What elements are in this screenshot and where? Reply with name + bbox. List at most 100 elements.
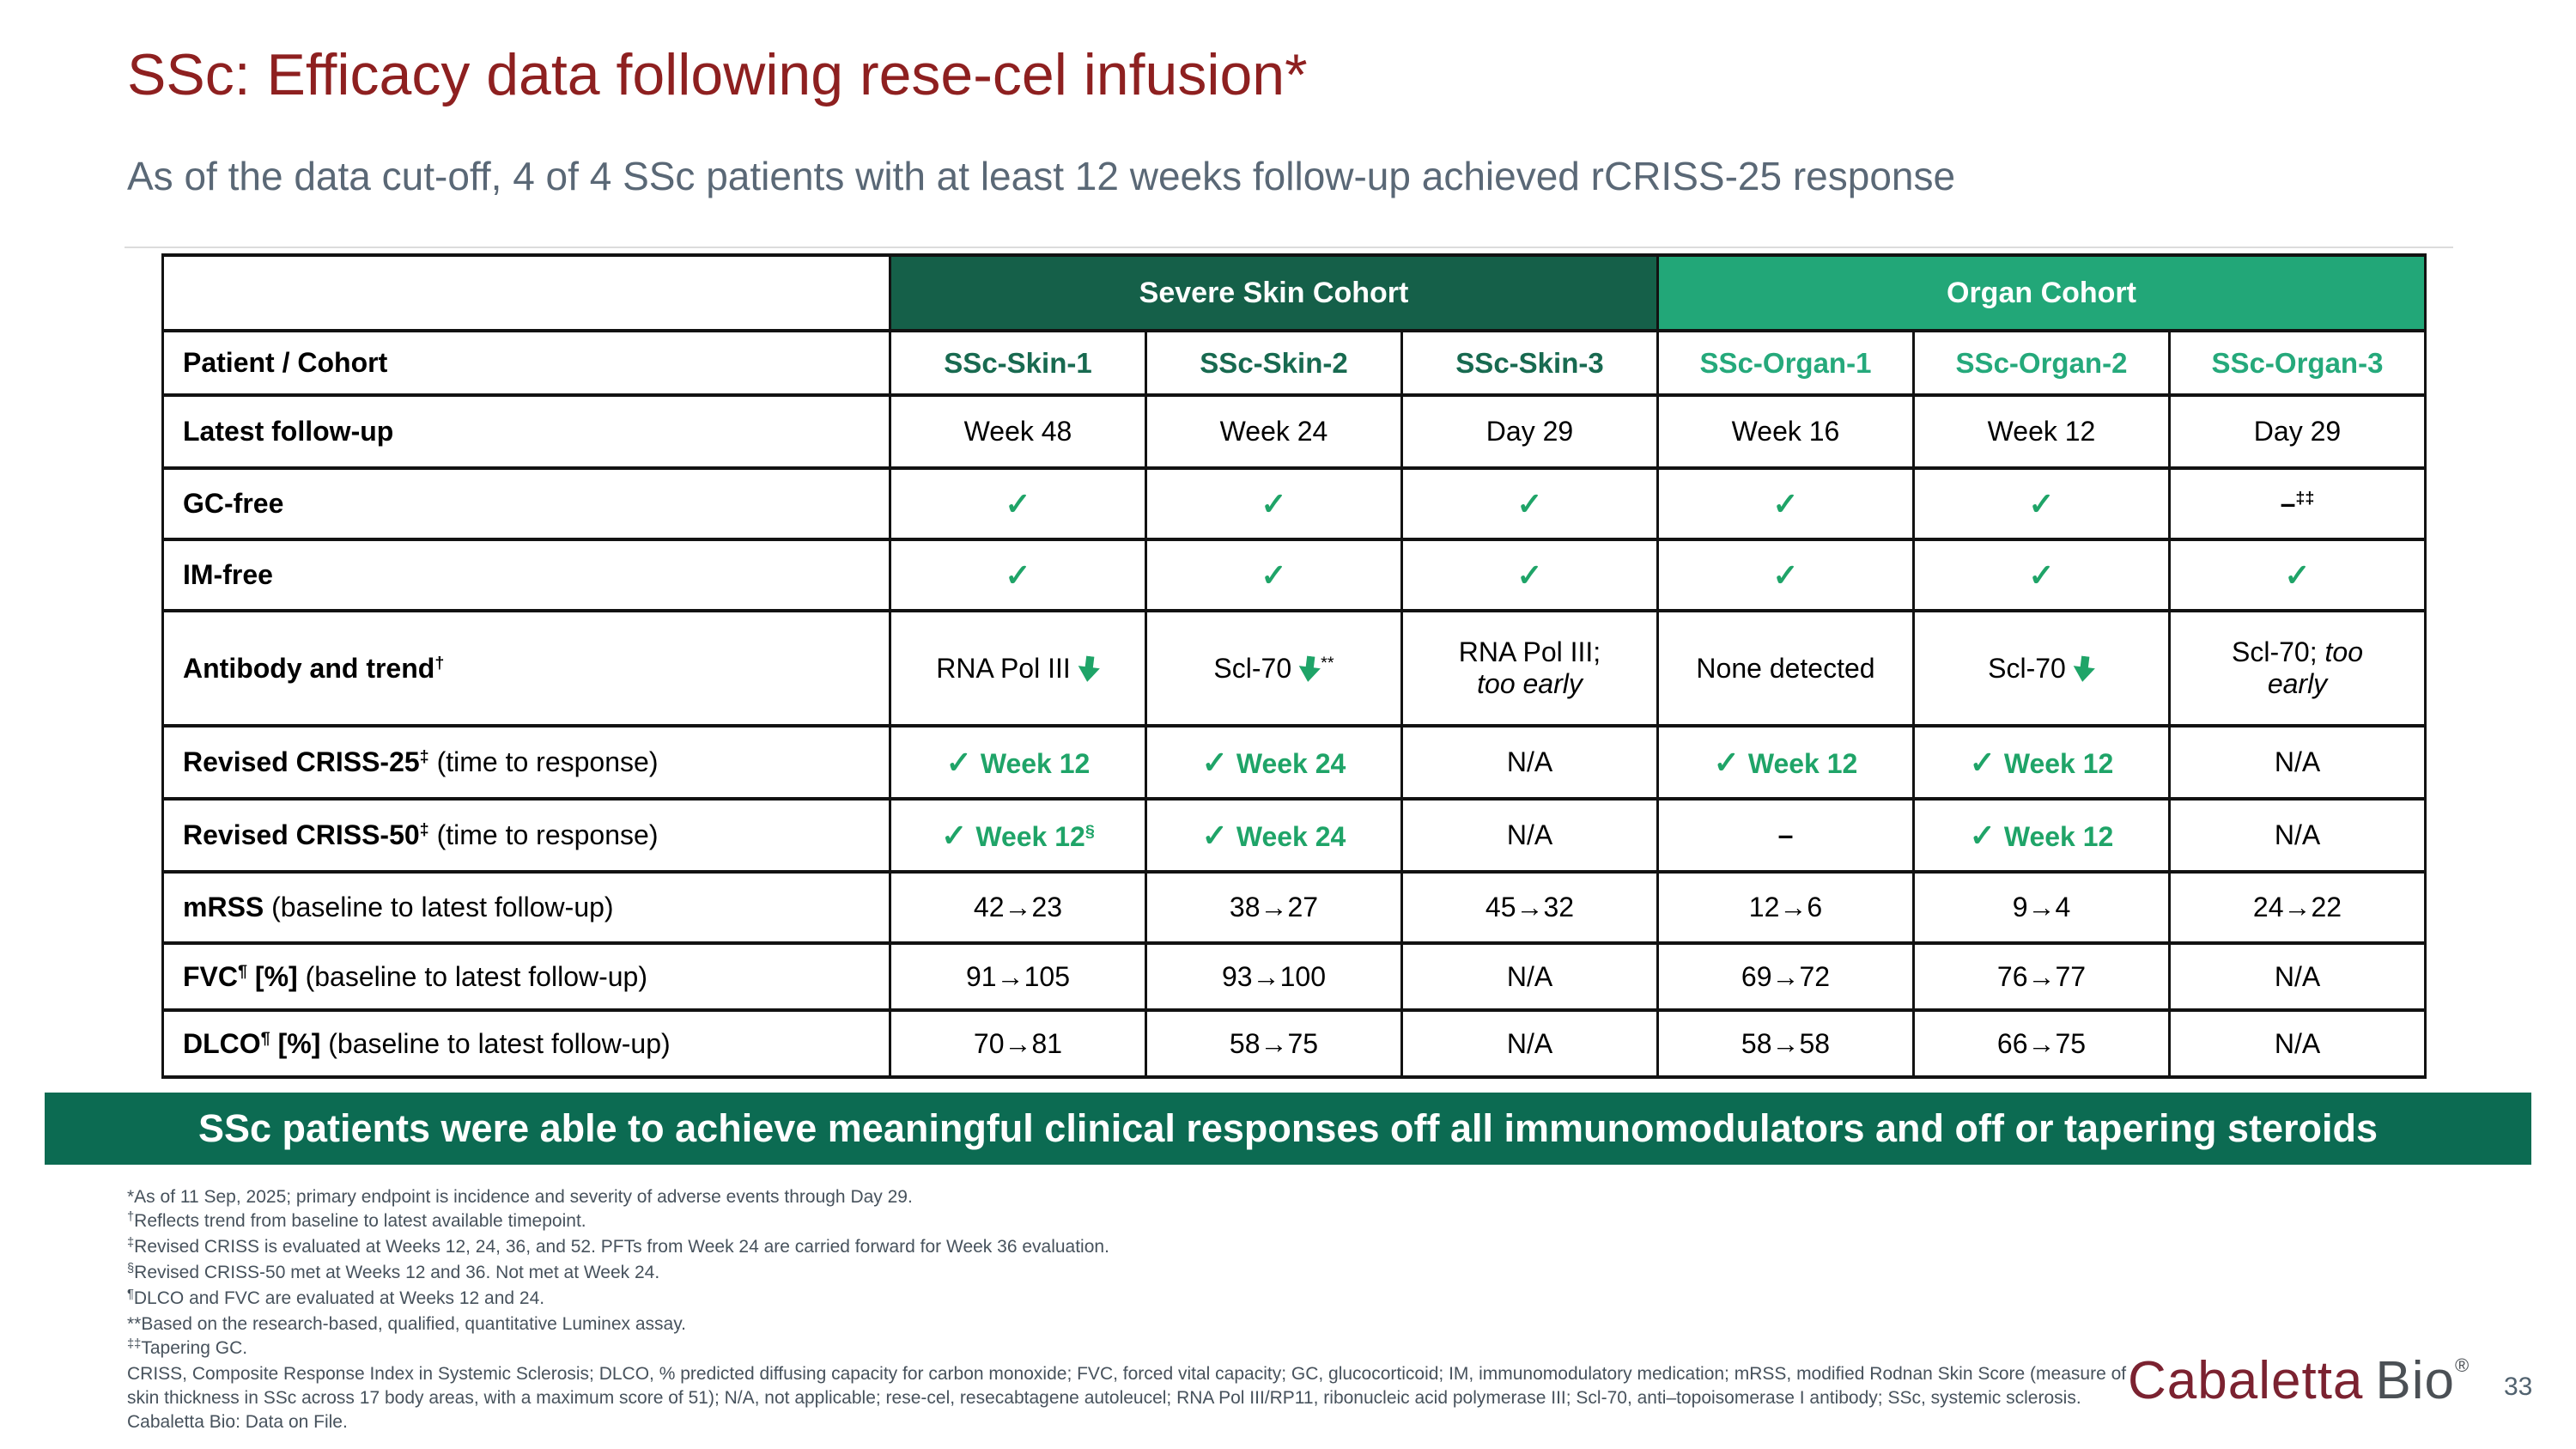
check-icon: ✓: [1969, 744, 2004, 780]
row-dlco: DLCO¶ [%] (baseline to latest follow-up)…: [161, 1008, 2427, 1079]
cabaletta-bio-logo: Cabaletta Bio®: [2128, 1350, 2470, 1411]
cell-latest-follow-up-col4: Week 16: [1656, 393, 1915, 470]
cell-im-free-col3: ✓: [1400, 538, 1659, 612]
column-header: SSc-Organ-3: [2211, 346, 2384, 379]
cell-revised-criss-50-col6: N/A: [2168, 797, 2427, 874]
cell-patient-cohort-col1: SSc-Skin-1: [889, 329, 1147, 397]
cell-line: too early: [1404, 668, 1656, 700]
footnote-symbol: §: [127, 1262, 135, 1276]
cell-dlco-col2: 58→75: [1145, 1008, 1403, 1079]
cell-dlco-col6: N/A: [2168, 1008, 2427, 1079]
dash-value: –: [1777, 819, 1794, 850]
cell-latest-follow-up-col2: Week 24: [1145, 393, 1403, 470]
cell-value: 93→100: [1222, 960, 1326, 992]
cell-line: early: [2172, 668, 2423, 700]
cell-im-free-col2: ✓: [1145, 538, 1403, 612]
check-icon: ✓: [1201, 817, 1236, 853]
footnote-text: Reflects trend from baseline to latest a…: [134, 1211, 586, 1231]
cell-latest-follow-up-col3: Day 29: [1400, 393, 1659, 470]
footnote-9: Cabaletta Bio: Data on File.: [127, 1410, 2136, 1434]
check-icon: ✓: [1713, 744, 1748, 780]
check-icon: ✓: [1261, 557, 1287, 593]
cell-latest-follow-up-col5: Week 12: [1912, 393, 2171, 470]
cell-revised-criss-25-col6: N/A: [2168, 724, 2427, 801]
page-number: 33: [2504, 1373, 2533, 1401]
column-header: SSc-Organ-2: [1955, 346, 2128, 379]
cell-gc-free-col3: ✓: [1400, 466, 1659, 541]
cell-value: 24→22: [2252, 892, 2342, 922]
check-icon: ✓: [1516, 485, 1543, 521]
row-label-text: GC-free: [183, 488, 284, 519]
row-label-text: Antibody and trend: [183, 652, 435, 684]
cell-value: 45→32: [1485, 892, 1575, 922]
row-im-free: IM-free ✓ ✓ ✓ ✓ ✓ ✓: [161, 538, 2427, 612]
row-revised-criss-50: Revised CRISS-50‡ (time to response) ✓ We…: [161, 797, 2427, 874]
cell-antibody-trend-col5: Scl-70: [1912, 609, 2171, 728]
trend-down-icon: [1078, 655, 1100, 682]
cell-im-free-col4: ✓: [1656, 538, 1915, 612]
na-value: N/A: [2274, 960, 2321, 992]
row-label-revised-criss-25: Revised CRISS-25‡ (time to response): [161, 724, 891, 801]
cell-value: 91→105: [966, 960, 1070, 992]
footnote-text: Revised CRISS is evaluated at Weeks 12, …: [134, 1237, 1109, 1257]
response-week: Week 12: [2003, 747, 2114, 779]
cell-fvc-col6: N/A: [2168, 941, 2427, 1012]
cohort-header-severe-skin-cohort: Severe Skin Cohort: [889, 253, 1659, 332]
cohort-header-row: Severe Skin Cohort Organ Cohort: [161, 253, 2427, 332]
row-label-suffix: (baseline to latest follow-up): [320, 1027, 671, 1059]
row-latest-follow-up: Latest follow-up Week 48 Week 24 Day 29 Week…: [161, 393, 2427, 470]
cell-antibody-trend-col1: RNA Pol III: [889, 609, 1147, 728]
row-label-fvc: FVC¶ [%] (baseline to latest follow-up): [161, 941, 891, 1012]
cell-dlco-col3: N/A: [1400, 1008, 1659, 1079]
footnote-5: ¶DLCO and FVC are evaluated at Weeks 12 …: [127, 1287, 2136, 1312]
cell-line: Scl-70; too: [2172, 636, 2423, 668]
footnote-2: †Reflects trend from baseline to latest …: [127, 1209, 2136, 1235]
cell-gc-free-col5: ✓: [1912, 466, 2171, 541]
row-fvc: FVC¶ [%] (baseline to latest follow-up) 9…: [161, 941, 2427, 1012]
registered-mark: ®: [2455, 1355, 2470, 1377]
cell-revised-criss-50-col2: ✓ Week 24: [1145, 797, 1403, 874]
row-label-text: FVC: [183, 960, 238, 992]
cell-value: Week 12: [1987, 416, 2096, 447]
cell-revised-criss-25-col4: ✓ Week 12: [1656, 724, 1915, 801]
cell-value: 58→58: [1741, 1027, 1831, 1059]
cell-mrss-col4: 12→6: [1656, 870, 1915, 945]
na-value: N/A: [2274, 746, 2321, 777]
row-label-text: DLCO: [183, 1027, 261, 1059]
cell-mrss-col3: 45→32: [1400, 870, 1659, 945]
check-icon: ✓: [1772, 485, 1799, 521]
cell-fvc-col5: 76→77: [1912, 941, 2171, 1012]
cell-antibody-trend-col4: None detected: [1656, 609, 1915, 728]
cell-mrss-col6: 24→22: [2168, 870, 2427, 945]
cell-text-italic: too: [2324, 636, 2363, 667]
cell-value: Scl-70: [1988, 652, 2066, 684]
logo-text-bio: Bio: [2375, 1351, 2456, 1410]
cell-revised-criss-50-col4: –: [1656, 797, 1915, 874]
row-label-text: IM-free: [183, 559, 273, 590]
cell-patient-cohort-col2: SSc-Skin-2: [1145, 329, 1403, 397]
label-superscript: ¶: [238, 961, 248, 981]
footnote-8: CRISS, Composite Response Index in Syste…: [127, 1362, 2136, 1410]
row-label-suffix: (baseline to latest follow-up): [297, 960, 647, 992]
row-mrss: mRSS (baseline to latest follow-up) 42→23…: [161, 870, 2427, 945]
row-label-text: Patient / Cohort: [183, 347, 388, 378]
check-icon: ✓: [1005, 485, 1031, 521]
cell-patient-cohort-col4: SSc-Organ-1: [1656, 329, 1915, 397]
row-label-revised-criss-50: Revised CRISS-50‡ (time to response): [161, 797, 891, 874]
cell-value: 58→75: [1229, 1027, 1319, 1059]
na-value: N/A: [1506, 1027, 1553, 1059]
cell-dlco-col4: 58→58: [1656, 1008, 1915, 1079]
row-label-patient-cohort: Patient / Cohort: [161, 329, 891, 397]
response-week: Week 24: [1236, 747, 1346, 779]
check-icon: ✓: [1969, 817, 2004, 853]
column-header: SSc-Organ-1: [1699, 346, 1872, 379]
na-value: N/A: [1506, 746, 1553, 777]
cell-patient-cohort-col5: SSc-Organ-2: [1912, 329, 2171, 397]
row-label-suffix: (time to response): [428, 819, 659, 850]
row-gc-free: GC-free ✓ ✓ ✓ ✓ ✓ –‡‡: [161, 466, 2427, 541]
label-superscript: ‡: [419, 820, 429, 840]
dash-value: –: [2280, 488, 2296, 519]
cell-im-free-col1: ✓: [889, 538, 1147, 612]
cell-value: Scl-70: [1213, 652, 1292, 684]
